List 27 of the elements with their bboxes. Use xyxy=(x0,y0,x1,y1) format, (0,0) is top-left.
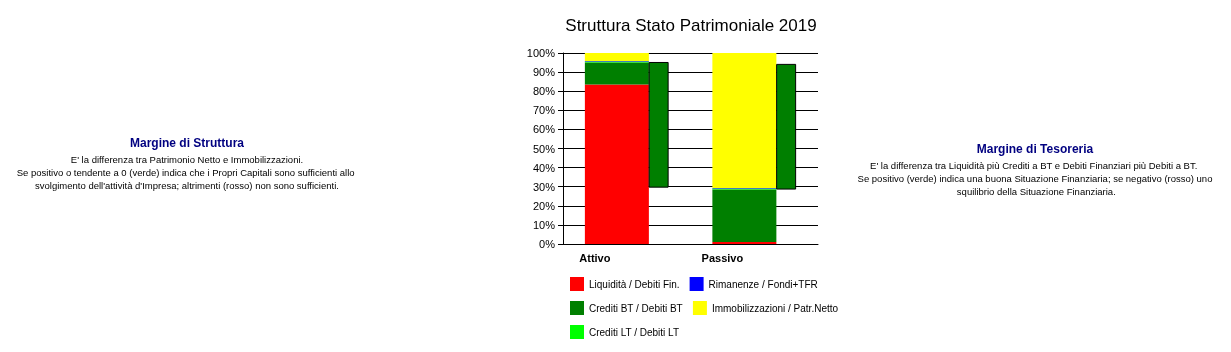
bar xyxy=(584,53,649,62)
y-tick-label: 0% xyxy=(539,238,556,250)
text: E' la differenza tra Patrimonio Netto e Immobilizzazioni. Se positivo o tendente a 0 (verde) indica che i Propri Capitali sono sufficienti allo svolgimento dell'attività d'Impresa; altrimenti (rosso) non sono sufficienti. xyxy=(16,154,358,191)
y-tick-label: 30% xyxy=(532,180,556,193)
chart-title: Struttura Stato Patrimoniale 2019 xyxy=(565,16,817,35)
legend-label: Rimanenze / Fondi+TFR xyxy=(708,278,818,290)
y-tick-label: 100% xyxy=(526,47,556,59)
bar xyxy=(584,84,649,244)
legend-label: Crediti BT / Debiti BT xyxy=(589,302,683,314)
text: Margine di Tesoreria xyxy=(976,142,1094,156)
y-tick-label: 40% xyxy=(532,161,556,174)
x-tick-label: Attivo xyxy=(579,251,611,264)
y-tick-label: 80% xyxy=(532,85,556,98)
bar xyxy=(712,53,777,189)
y-tick-label: 20% xyxy=(532,199,556,212)
y-tick-label: 70% xyxy=(532,104,556,117)
y-tick-label: 50% xyxy=(532,142,556,155)
bar xyxy=(712,189,777,243)
legend-label: Crediti LT / Debiti LT xyxy=(589,326,680,338)
x-tick-label: Passivo xyxy=(701,251,744,264)
legend-label: Immobilizzazioni / Patr.Netto xyxy=(711,302,839,314)
text: Margine di Struttura xyxy=(129,136,245,150)
y-tick-label: 60% xyxy=(532,123,556,136)
y-tick-label: 10% xyxy=(532,218,556,231)
text: E' la differenza tra Liquidità più Crediti a BT e Debiti Finanziari più Debiti a BT. Se positivo (verde) indica una buona Situazione Finanziaria; se negativo (rosso) uno squilibrio della Situazione Finanziaria. xyxy=(857,160,1213,197)
legend-label: Liquidità / Debiti Fin. xyxy=(589,278,680,290)
y-tick-label: 90% xyxy=(532,66,556,79)
